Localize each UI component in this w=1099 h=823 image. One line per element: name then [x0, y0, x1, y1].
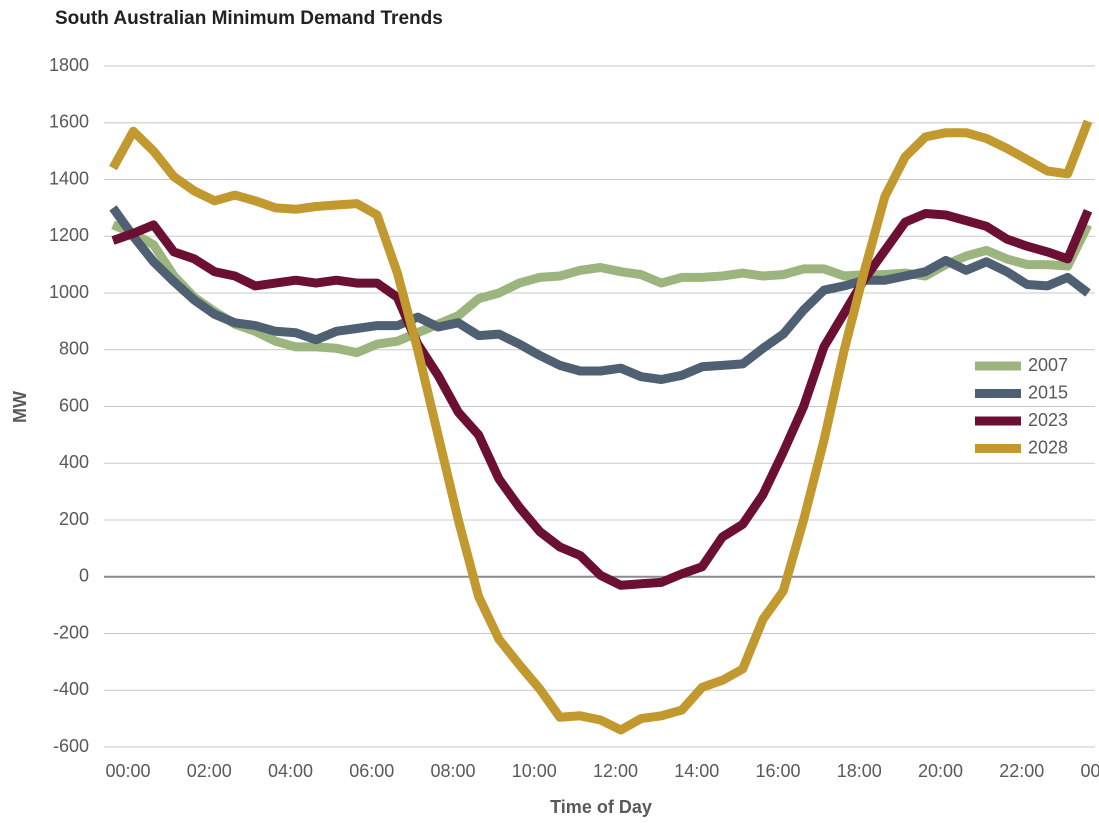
x-tick-label: 04:00 — [268, 761, 313, 781]
x-tick-label: 10:00 — [512, 761, 557, 781]
y-tick-label: -600 — [53, 736, 89, 756]
legend-label: 2023 — [1028, 410, 1068, 430]
legend-label: 2015 — [1028, 382, 1068, 402]
series-line — [109, 205, 1091, 384]
legend-label: 2028 — [1028, 437, 1068, 457]
x-tick-label: 16:00 — [755, 761, 800, 781]
y-tick-label: 1400 — [49, 168, 89, 188]
y-axis-title: MW — [10, 391, 30, 423]
y-tick-label: 800 — [59, 339, 89, 359]
y-tick-label: 400 — [59, 452, 89, 472]
y-tick-label: 200 — [59, 509, 89, 529]
x-tick-label: 18:00 — [837, 761, 882, 781]
y-tick-label: -200 — [53, 622, 89, 642]
y-tick-label: 1800 — [49, 55, 89, 75]
x-tick-label: 00:00 — [1080, 761, 1099, 781]
x-tick-label: 14:00 — [674, 761, 719, 781]
x-tick-label: 00:00 — [105, 761, 150, 781]
y-tick-label: -400 — [53, 679, 89, 699]
y-tick-label: 0 — [79, 566, 89, 586]
legend-label: 2007 — [1028, 355, 1068, 375]
x-axis-title: Time of Day — [550, 797, 652, 817]
y-tick-label: 600 — [59, 395, 89, 415]
y-tick-label: 1200 — [49, 225, 89, 245]
x-tick-label: 20:00 — [918, 761, 963, 781]
x-tick-label: 06:00 — [349, 761, 394, 781]
series-line — [111, 208, 1093, 590]
series-line — [109, 119, 1093, 735]
y-tick-label: 1000 — [49, 282, 89, 302]
x-tick-label: 02:00 — [187, 761, 232, 781]
x-tick-label: 08:00 — [430, 761, 475, 781]
y-tick-label: 1600 — [49, 112, 89, 132]
chart-title: South Australian Minimum Demand Trends — [55, 8, 443, 29]
x-tick-label: 12:00 — [593, 761, 638, 781]
x-tick-label: 22:00 — [999, 761, 1044, 781]
